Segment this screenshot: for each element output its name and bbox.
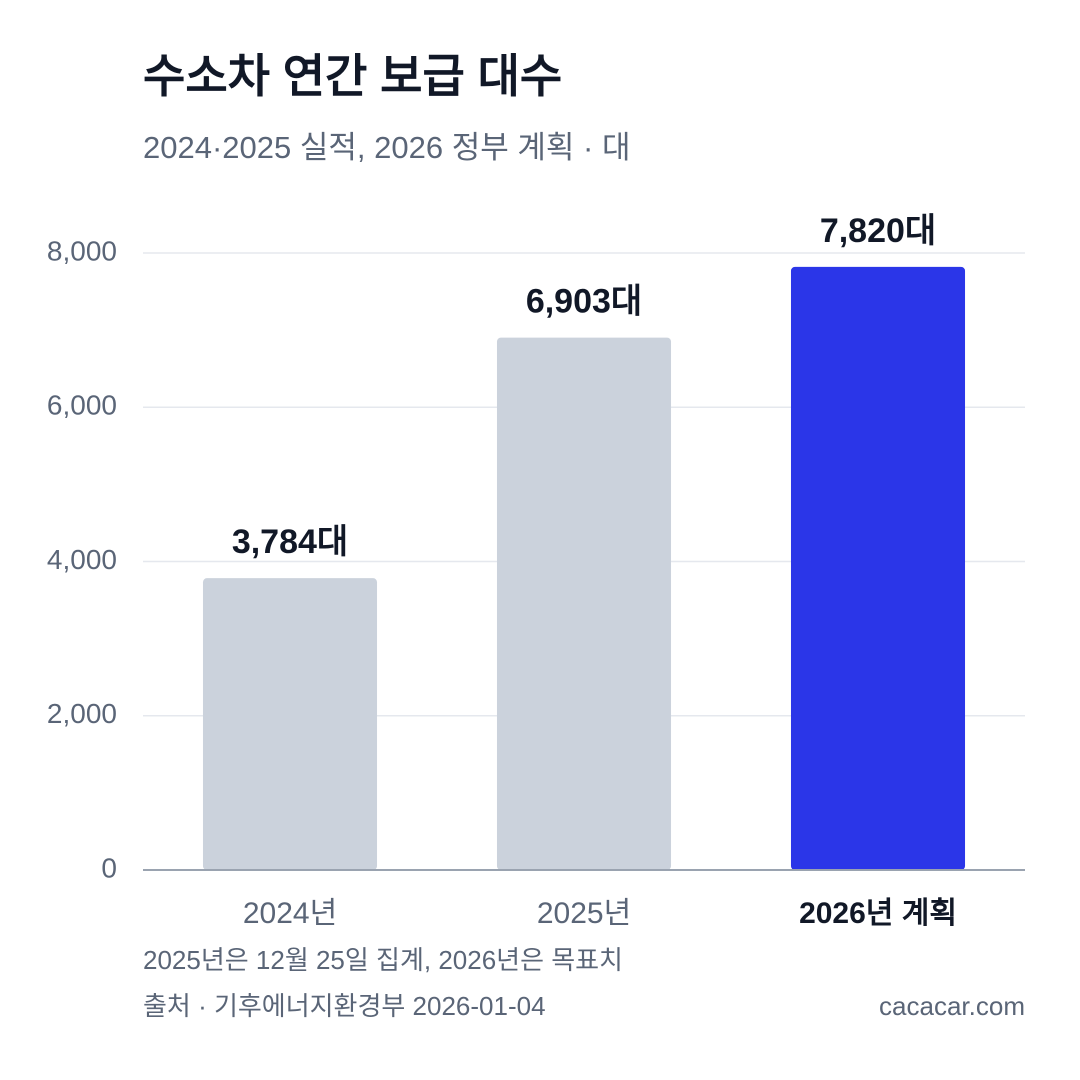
chart-subtitle: 2024·2025 실적, 2026 정부 계획 · 대 xyxy=(143,130,630,165)
y-tick-label: 2,000 xyxy=(47,698,117,729)
value-label: 7,820대 xyxy=(820,212,936,250)
y-tick-label: 0 xyxy=(101,852,117,883)
source: 출처 · 기후에너지환경부 2026-01-04 xyxy=(143,991,546,1021)
value-label: 3,784대 xyxy=(232,523,348,561)
y-tick-label: 8,000 xyxy=(47,235,117,266)
chart-title: 수소차 연간 보급 대수 xyxy=(143,50,562,102)
y-tick-label: 4,000 xyxy=(47,544,117,575)
bar xyxy=(496,337,672,870)
site: cacacar.com xyxy=(879,991,1025,1021)
footnote: 2025년은 12월 25일 집계, 2026년은 목표치 xyxy=(143,945,623,975)
x-tick-label: 2025년 xyxy=(537,897,631,930)
bar xyxy=(202,578,378,870)
x-tick-label: 2024년 xyxy=(243,897,337,930)
y-tick-label: 6,000 xyxy=(47,390,117,421)
bar xyxy=(790,266,966,870)
x-tick-label: 2026년 계획 xyxy=(799,897,957,930)
value-label: 6,903대 xyxy=(526,283,642,321)
